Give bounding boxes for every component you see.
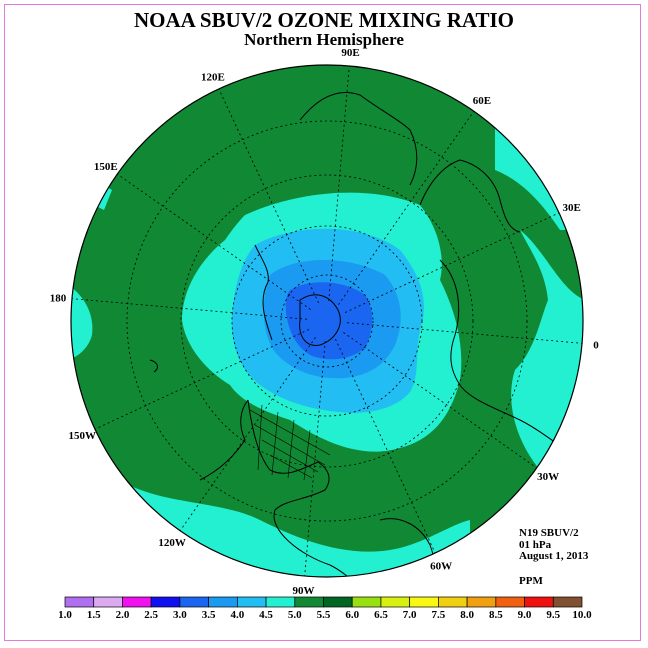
colorbar-tick-label: 9.0 [518,609,532,621]
colorbar-tick-label: 4.0 [230,609,244,621]
colorbar-tick-label: 6.5 [374,609,388,621]
longitude-label: 150W [69,430,97,442]
colorbar-swatch [495,596,525,608]
plot-frame [4,4,641,641]
map-subtitle: Northern Hemisphere [244,30,404,49]
ozone-field [71,65,583,577]
colorbar-tick-label: 2.0 [116,609,130,621]
colorbar-tick-label: 5.0 [288,609,302,621]
colorbar-swatch [438,596,468,608]
meridian-line [343,332,537,469]
longitude-label: 120E [201,71,225,83]
colorbar-swatch [265,596,296,608]
colorbar-swatch [524,596,554,608]
colorbar-tick-label: 8.0 [460,609,474,621]
longitude-label: 150E [94,161,118,173]
colorbar-swatch [351,596,382,608]
colorbar-swatch [93,596,123,608]
map-boundary [70,64,584,578]
longitude-label: 90E [341,47,359,59]
colorbar-swatch [323,596,353,608]
colorbar-tick-label: 1.0 [58,609,72,621]
us-state-borders [249,404,331,481]
meridian-line [179,337,316,531]
coastlines [149,91,561,577]
meridian-line [328,65,350,302]
colorbar-swatch [179,596,209,608]
meridian-line [346,322,583,344]
longitude-label: 60W [430,561,452,573]
colorbar-swatch [409,596,439,608]
meridian-line [344,212,560,313]
colorbar-swatch [208,596,238,608]
longitude-label: 180 [50,292,67,304]
meridian-line [94,329,310,430]
colorbar-swatch [294,596,324,608]
units-label: PPM [519,575,543,587]
instrument-label: N19 SBUV/2 [519,527,579,539]
longitude-label: 30E [563,202,581,214]
meridian-line [335,338,436,554]
colorbar-swatch [552,596,583,608]
longitude-label: 90W [292,585,314,597]
map-title: NOAA SBUV/2 OZONE MIXING RATIO [134,8,514,32]
colorbar-swatch [64,596,95,608]
longitude-label: 30W [537,471,559,483]
meridian-line [71,298,308,320]
colorbar-tick-label: 10.0 [572,609,592,621]
meridian-line [117,173,311,310]
longitude-label: 60E [473,95,491,107]
region-blue-core [285,282,373,360]
longitude-labels: 90E 60E 30E 0 30W 60W 90W 120W 150W 180 150E 120E [50,47,599,597]
colorbar-tick-label: 2.5 [144,609,158,621]
colorbar-tick-label: 7.5 [432,609,446,621]
meridian-line [338,111,475,305]
colorbar-swatch [122,596,152,608]
colorbar-tick-label: 8.5 [489,609,503,621]
meridian-line [218,88,319,304]
graticule [126,120,528,522]
colorbar-swatch [236,596,267,608]
colorbar-tick-label: 1.5 [87,609,101,621]
colorbar-swatch [150,596,181,608]
colorbar-swatch [380,596,411,608]
colorbar-swatch [466,596,497,608]
colorbar-tick-label: 5.5 [317,609,331,621]
colorbar-tick-label: 4.5 [259,609,273,621]
colorbar-tick-label: 3.5 [202,609,216,621]
meridian-line [304,340,326,577]
colorbar-tick-label: 3.0 [173,609,187,621]
longitude-label: 120W [158,537,186,549]
colorbar-tick-label: 9.5 [546,609,560,621]
meridians [71,65,583,577]
date-label: August 1, 2013 [519,550,589,562]
region-aqua-west [71,280,93,362]
colorbar-tick-label: 7.0 [403,609,417,621]
pressure-level-label: 01 hPa [519,539,552,551]
longitude-label: 0 [593,340,599,352]
colorbar-tick-label: 6.0 [345,609,359,621]
